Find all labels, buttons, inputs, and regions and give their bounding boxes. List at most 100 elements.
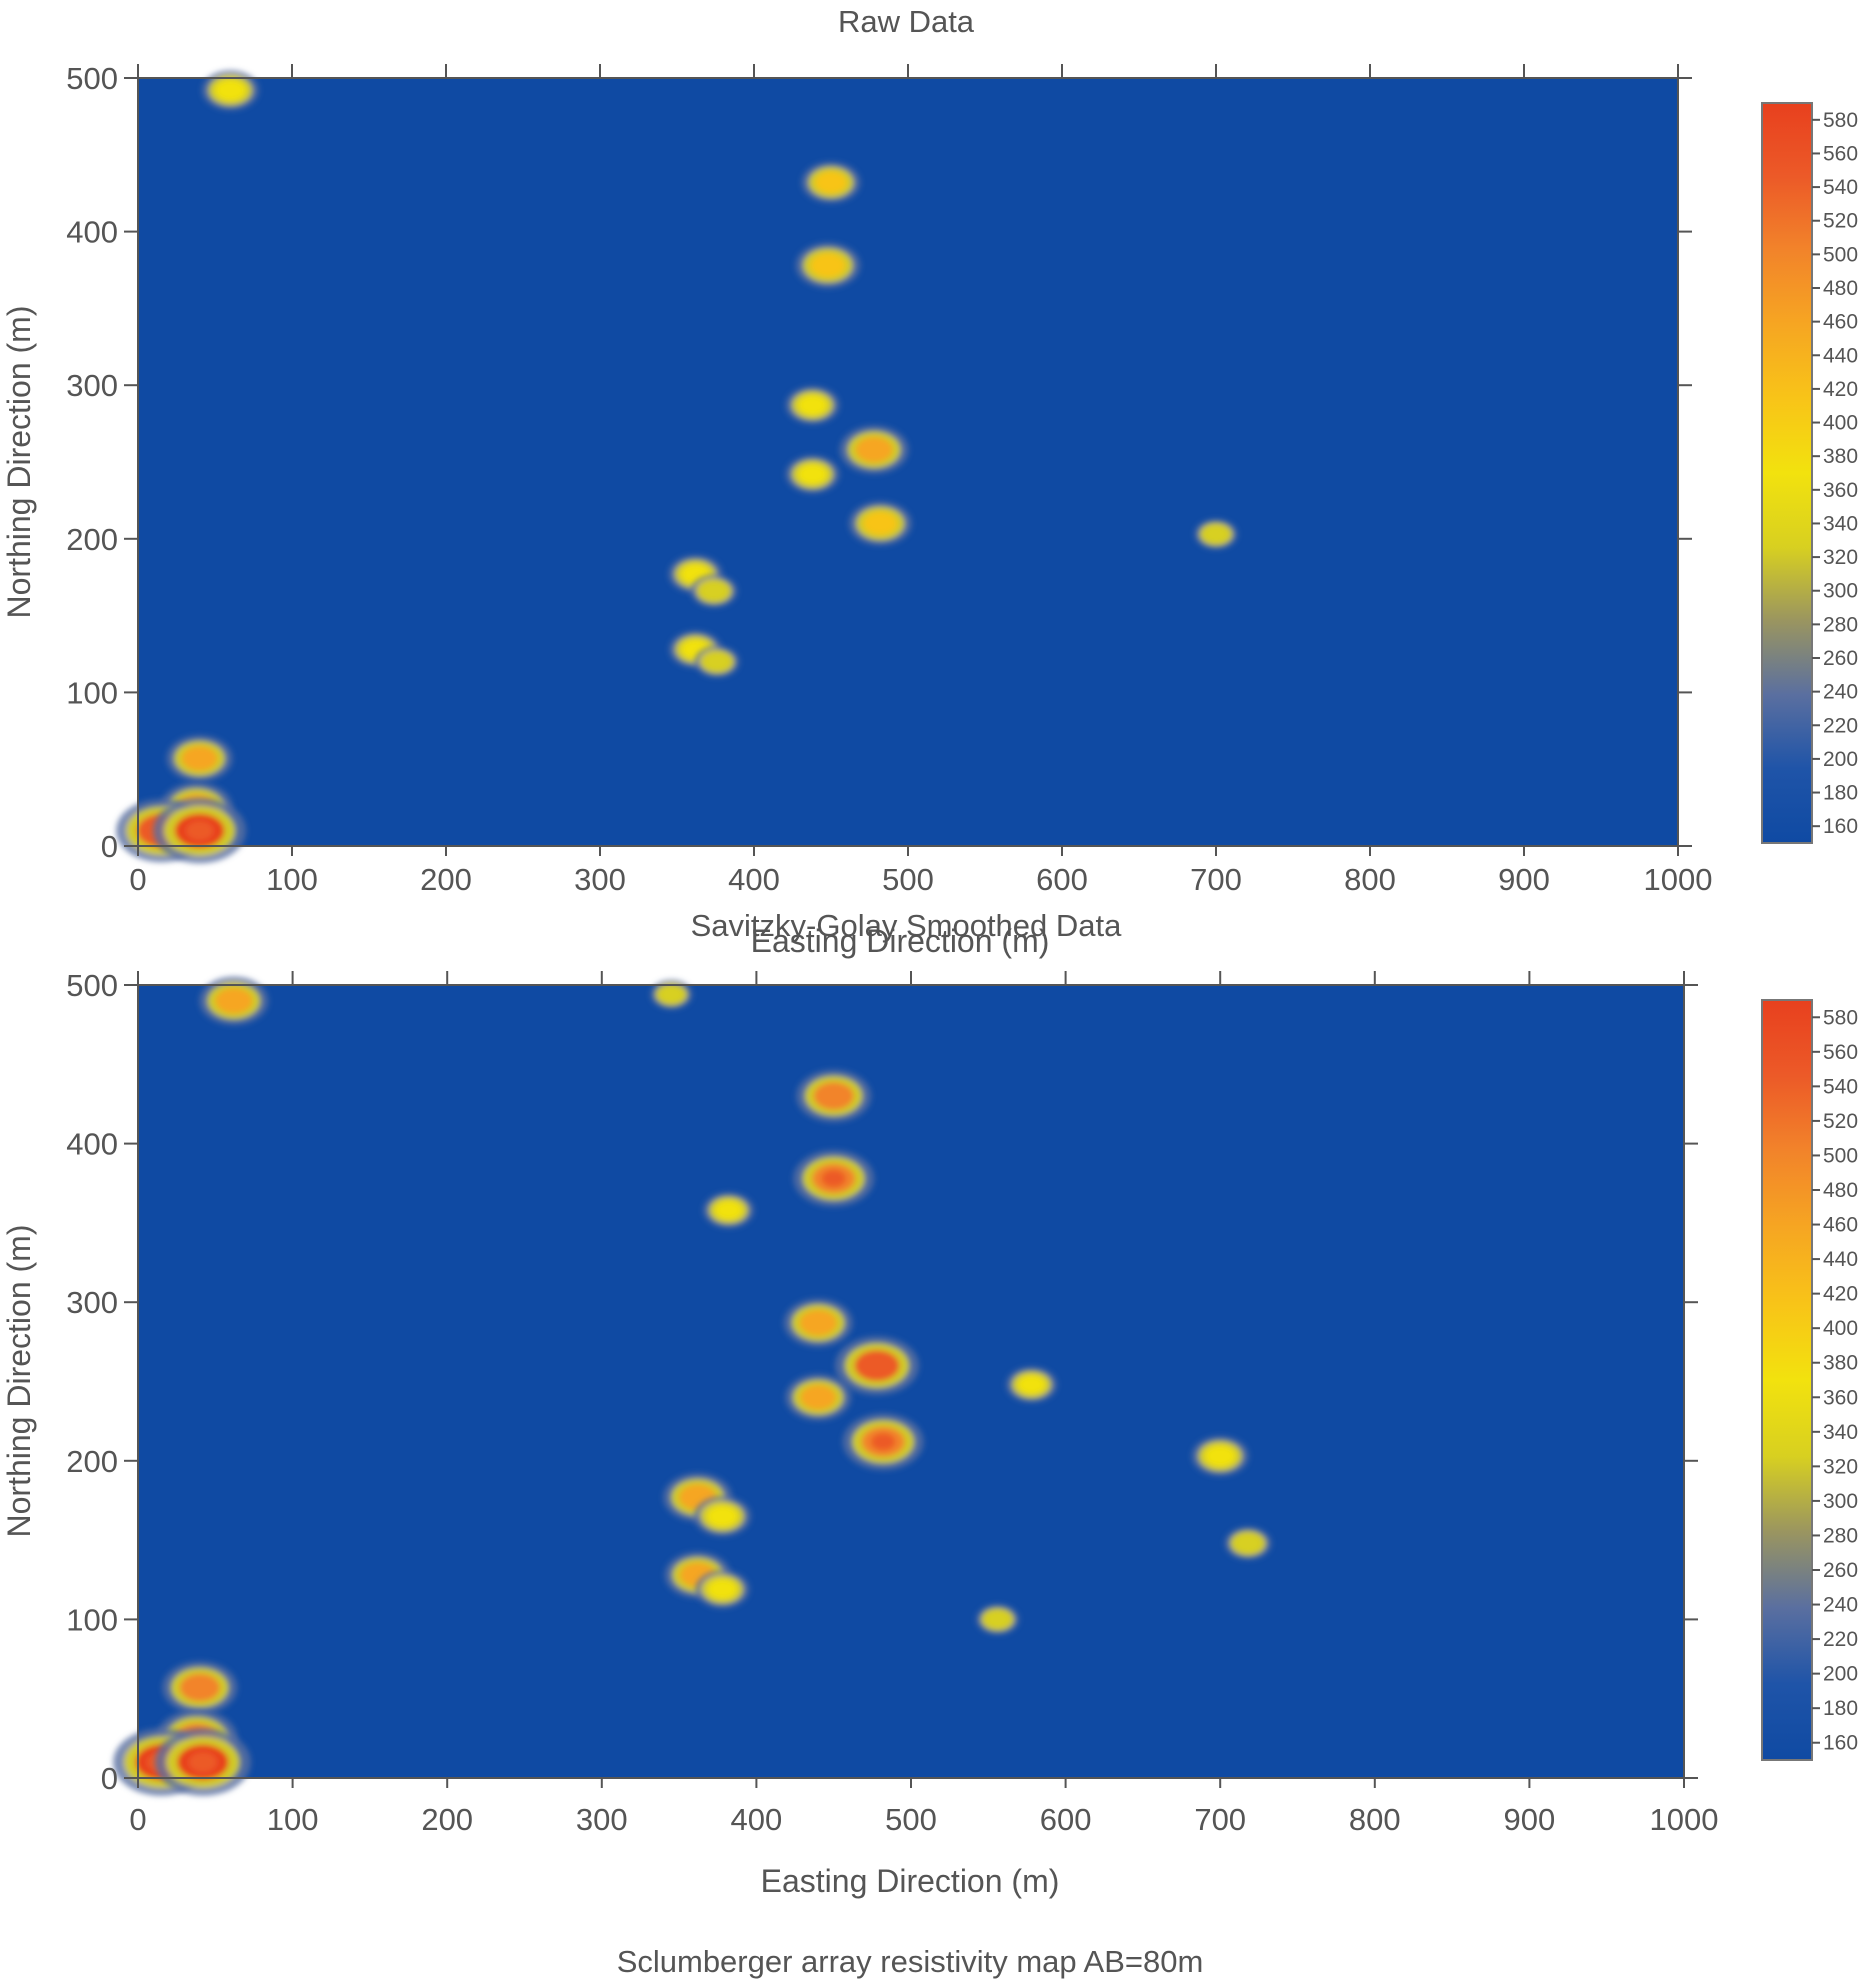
y-tick-label: 0 <box>101 1761 118 1796</box>
chart-title: Savitzky-Golay Smoothed Data <box>691 908 1123 943</box>
colorbar-tick-label: 540 <box>1823 1075 1858 1098</box>
anomaly-blob <box>848 501 912 546</box>
x-tick-label: 100 <box>267 1802 319 1837</box>
x-tick-label: 800 <box>1344 862 1396 897</box>
colorbar-tick-label: 420 <box>1823 378 1858 401</box>
y-tick-label: 200 <box>66 1444 118 1479</box>
anomaly-blob <box>1006 1366 1058 1403</box>
colorbar-tick-label: 420 <box>1823 1283 1858 1306</box>
x-tick-label: 900 <box>1504 1802 1556 1837</box>
colorbar-tick-label: 480 <box>1823 1179 1858 1202</box>
colorbar-tick-label: 500 <box>1823 243 1858 266</box>
x-tick-label: 300 <box>574 862 626 897</box>
x-tick-label: 600 <box>1036 862 1088 897</box>
colorbar-tick-label: 460 <box>1823 311 1858 334</box>
anomaly-blob <box>162 1661 238 1714</box>
x-tick-label: 900 <box>1498 862 1550 897</box>
colorbar-tick-label: 520 <box>1823 210 1858 233</box>
colorbar-tick-label: 180 <box>1823 1697 1858 1720</box>
colorbar-tick-label: 380 <box>1823 1352 1858 1375</box>
colorbar-tick-label: 560 <box>1823 142 1858 165</box>
y-axis: 0 100 200 300 400 500 <box>66 968 1698 1796</box>
colorbar: 160 180 200 220 240 260 280 300 320 340 360 380 400 4… <box>1761 102 1858 844</box>
y-tick-label: 0 <box>101 829 118 864</box>
anomaly-blob <box>783 1298 853 1347</box>
heatmap-background <box>138 78 1678 846</box>
colorbar-tick-label: 580 <box>1823 1006 1858 1029</box>
colorbar-tick-label: 220 <box>1823 714 1858 737</box>
anomaly-blob <box>153 798 247 864</box>
colorbar-tick-label: 320 <box>1823 546 1858 569</box>
figure-caption: Sclumberger array resistivity map AB=80m <box>617 1944 1204 1979</box>
plot-area <box>116 70 1679 864</box>
colorbar-tick-label: 280 <box>1823 613 1858 636</box>
colorbar-tick-label: 300 <box>1823 1490 1858 1513</box>
y-tick-label: 500 <box>66 968 118 1003</box>
anomaly-blob <box>834 1336 919 1396</box>
anomaly-blob <box>1194 519 1238 550</box>
colorbar-tick-label: 220 <box>1823 1628 1858 1651</box>
anomaly-blob <box>975 1604 1020 1635</box>
x-tick-label: 600 <box>1040 1802 1092 1837</box>
colorbar-tick-label: 460 <box>1823 1214 1858 1237</box>
anomaly-blob <box>785 1374 852 1421</box>
plot-area <box>113 976 1685 1796</box>
colorbar-tick-label: 380 <box>1823 445 1858 468</box>
colorbar-tick-label: 440 <box>1823 344 1858 367</box>
y-tick-label: 100 <box>66 1602 118 1637</box>
anomaly-blob <box>201 70 259 111</box>
anomaly-blob <box>796 1069 872 1123</box>
x-tick-label: 400 <box>731 1802 783 1837</box>
anomaly-blob <box>795 242 861 289</box>
y-tick-label: 300 <box>66 1285 118 1320</box>
x-axis: 0 100 200 300 400 500 600 700 800 900 1000 <box>129 64 1712 897</box>
colorbar-tick-label: 300 <box>1823 580 1858 603</box>
colorbar-tick-label: 540 <box>1823 176 1858 199</box>
y-tick-label: 200 <box>66 522 118 557</box>
colorbar-tick-label: 260 <box>1823 647 1858 670</box>
anomaly-blob <box>694 645 740 678</box>
y-axis-label: Northing Direction (m) <box>1 306 37 619</box>
x-tick-label: 800 <box>1349 1802 1401 1837</box>
colorbar-tick-label: 320 <box>1823 1455 1858 1478</box>
y-tick-label: 500 <box>66 61 118 96</box>
x-tick-label: 400 <box>728 862 780 897</box>
anomaly-blob <box>199 976 269 1026</box>
x-tick-label: 300 <box>576 1802 628 1837</box>
x-tick-label: 1000 <box>1644 862 1713 897</box>
x-tick-label: 100 <box>266 862 318 897</box>
y-tick-label: 100 <box>66 675 118 710</box>
colorbar-tick-label: 520 <box>1823 1110 1858 1133</box>
colorbar-tick-label: 360 <box>1823 1386 1858 1409</box>
anomaly-layer <box>116 70 1238 864</box>
anomaly-blob <box>1224 1526 1272 1560</box>
anomaly-blob <box>166 735 233 782</box>
anomaly-blob <box>695 1570 750 1609</box>
colorbar-gradient <box>1761 999 1813 1761</box>
colorbar-tick-label: 400 <box>1823 412 1858 435</box>
anomaly-blob <box>839 425 909 474</box>
colorbar-tick-label: 500 <box>1823 1144 1858 1167</box>
colorbar-tick-label: 180 <box>1823 782 1858 805</box>
colorbar-tick-label: 340 <box>1823 1421 1858 1444</box>
colorbar-tick-label: 560 <box>1823 1041 1858 1064</box>
anomaly-blob <box>842 1413 924 1471</box>
colorbar-tick-label: 200 <box>1823 748 1858 771</box>
colorbar-tick-label: 280 <box>1823 1524 1858 1547</box>
colorbar-tick-label: 260 <box>1823 1559 1858 1582</box>
colorbar-tick-label: 440 <box>1823 1248 1858 1271</box>
y-axis: 0 100 200 300 400 500 <box>66 61 1692 864</box>
x-tick-label: 500 <box>885 1802 937 1837</box>
colorbar-tick-label: 480 <box>1823 277 1858 300</box>
y-tick-label: 400 <box>66 1127 118 1162</box>
colorbar-tick-label: 400 <box>1823 1317 1858 1340</box>
y-tick-label: 400 <box>66 215 118 250</box>
colorbar-gradient <box>1761 102 1813 844</box>
anomaly-blob <box>703 1192 755 1229</box>
x-tick-label: 700 <box>1194 1802 1246 1837</box>
colorbar-tick-label: 160 <box>1823 1732 1858 1755</box>
panel-raw-data: Raw Data 0 100 200 300 400 500 600 700 800 900 100… <box>1 4 1858 959</box>
anomaly-blob <box>1191 1436 1249 1476</box>
colorbar: 160 180 200 220 240 260 280 300 320 340 360 380 400 4… <box>1761 999 1858 1761</box>
